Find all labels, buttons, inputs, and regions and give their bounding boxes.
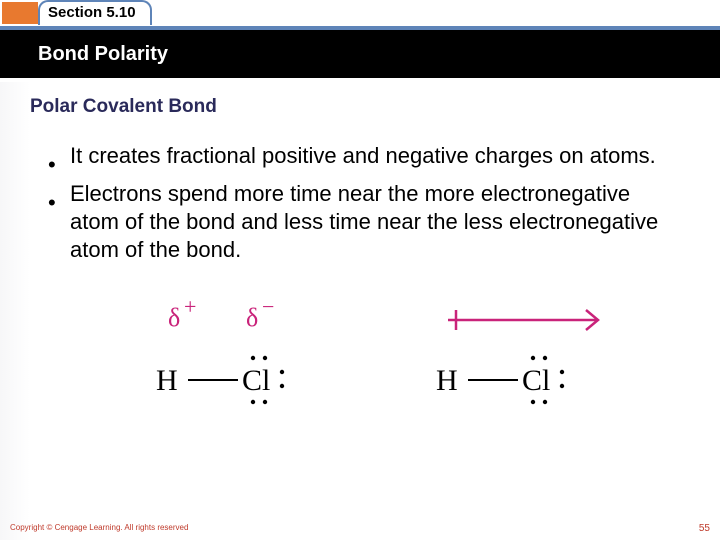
subtitle: Polar Covalent Bond	[0, 82, 720, 126]
delta-plus-symbol: δ	[168, 303, 180, 332]
molecule-delta-diagram: δ + δ − H Cl	[138, 292, 348, 442]
orange-accent-box	[2, 2, 38, 24]
section-label: Section 5.10	[48, 4, 136, 21]
bullet-text: It creates fractional positive and negat…	[70, 142, 656, 170]
lonepair-dot	[263, 356, 267, 360]
lonepair-dot	[280, 370, 284, 374]
delta-minus-sup: −	[262, 294, 274, 319]
footer: Copyright © Cengage Learning. All rights…	[0, 523, 720, 534]
title-bar: Bond Polarity	[0, 26, 720, 78]
atom-cl: Cl	[242, 364, 270, 397]
lonepair-dot	[543, 400, 547, 404]
lonepair-dot	[560, 370, 564, 374]
copyright-text: Copyright © Cengage Learning. All rights…	[10, 523, 188, 534]
slide: Section 5.10 Bond Polarity Polar Covalen…	[0, 0, 720, 540]
bullet-item: • Electrons spend more time near the mor…	[48, 180, 672, 264]
delta-plus-sup: +	[184, 294, 196, 319]
lonepair-dot	[251, 400, 255, 404]
slide-title: Bond Polarity	[38, 43, 168, 66]
lonepair-dot	[280, 384, 284, 388]
lonepair-dot	[531, 356, 535, 360]
side-decoration	[0, 82, 30, 540]
lonepair-dot	[560, 384, 564, 388]
diagram-row: δ + δ − H Cl	[48, 268, 672, 442]
page-number: 55	[699, 523, 710, 534]
lonepair-dot	[543, 356, 547, 360]
atom-cl: Cl	[522, 364, 550, 397]
content-area: • It creates fractional positive and neg…	[0, 126, 720, 442]
molecule-arrow-diagram: H Cl	[418, 292, 648, 442]
bullet-dot: •	[48, 154, 54, 176]
atom-h: H	[436, 364, 458, 397]
lonepair-dot	[263, 400, 267, 404]
subtitle-text: Polar Covalent Bond	[30, 96, 217, 117]
bullet-item: • It creates fractional positive and neg…	[48, 142, 672, 176]
lonepair-dot	[251, 356, 255, 360]
section-tab: Section 5.10	[38, 0, 152, 25]
bullet-dot: •	[48, 192, 54, 214]
delta-minus-symbol: δ	[246, 303, 258, 332]
header: Section 5.10 Bond Polarity	[0, 0, 720, 82]
bullet-text: Electrons spend more time near the more …	[70, 180, 672, 264]
lonepair-dot	[531, 400, 535, 404]
atom-h: H	[156, 364, 178, 397]
